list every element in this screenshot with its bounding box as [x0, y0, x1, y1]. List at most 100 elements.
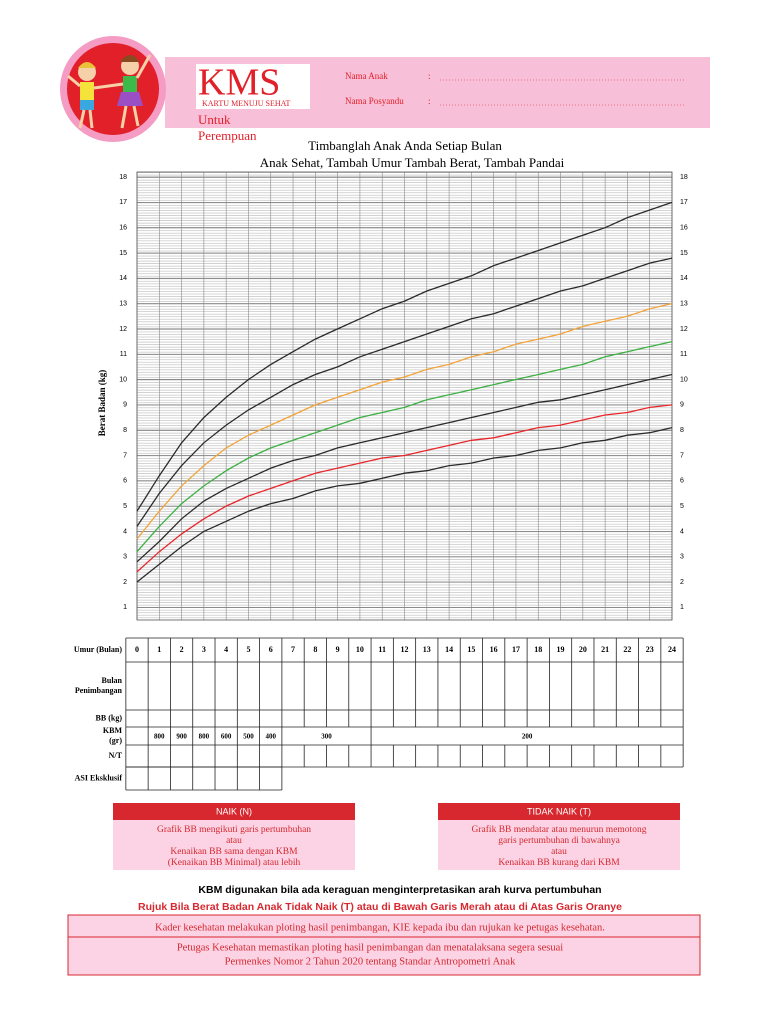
month-label: 2 [180, 645, 184, 654]
box-text: Grafik BB mendatar atau menurun memotong [472, 824, 647, 835]
y-tick-label: 10 [680, 376, 688, 383]
growth-curve [136, 257, 673, 527]
y-tick-label: 7 [123, 452, 127, 459]
y-tick-label: 1 [680, 604, 684, 611]
box-title: TIDAK NAIK (T) [527, 806, 591, 816]
month-label: 19 [557, 645, 565, 654]
y-tick-label: 14 [119, 275, 127, 282]
y-tick-label: 18 [680, 174, 688, 181]
audience: Untuk [198, 112, 231, 127]
row-label: (gr) [109, 736, 122, 745]
growth-curve [136, 201, 673, 512]
y-tick-label: 9 [680, 402, 684, 409]
notes-box [67, 914, 701, 976]
month-label: 21 [601, 645, 609, 654]
box-text: Kenaikan BB sama dengan KBM [170, 847, 298, 857]
y-tick-label: 1 [123, 604, 127, 611]
y-tick-label: 16 [680, 225, 688, 232]
kbm-value: 400 [266, 733, 277, 741]
kbm-value: 200 [522, 733, 533, 741]
row-label: Penimbangan [75, 686, 123, 695]
y-tick-label: 15 [680, 250, 688, 257]
kbm-value: 900 [176, 733, 187, 741]
y-tick-label: 13 [680, 300, 688, 307]
month-label: 16 [490, 645, 498, 654]
month-label: 12 [401, 645, 409, 654]
month-label: 17 [512, 645, 520, 654]
month-label: 22 [623, 645, 631, 654]
month-label: 24 [668, 645, 676, 654]
y-tick-label: 17 [680, 199, 688, 206]
cadre-note: Kader kesehatan melakukan ploting hasil … [155, 922, 605, 933]
y-tick-label: 9 [123, 402, 127, 409]
growth-curve [136, 340, 673, 553]
y-tick-label: 10 [119, 376, 127, 383]
kbm-value: 800 [199, 733, 210, 741]
logo-text: KMS [198, 62, 280, 104]
y-tick-label: 18 [119, 174, 127, 181]
y-tick-label: 14 [680, 275, 688, 282]
month-label: 0 [135, 645, 139, 654]
month-label: 18 [534, 645, 542, 654]
y-tick-label: 6 [680, 478, 684, 485]
kbm-note: KBM digunakan bila ada keraguan menginte… [198, 884, 601, 896]
y-tick-label: 7 [680, 452, 684, 459]
row-label: BB (kg) [96, 713, 123, 722]
officer-note: Permenkes Nomor 2 Tahun 2020 tentang Sta… [225, 956, 516, 967]
y-tick-label: 5 [123, 503, 127, 510]
y-tick-label: 4 [680, 528, 684, 535]
kbm-value: 300 [321, 733, 332, 741]
box-text: garis pertumbuhan di bawahnya [498, 836, 620, 846]
officer-note: Petugas Kesehatan memastikan ploting has… [177, 942, 563, 953]
growth-curve [136, 373, 673, 563]
naik-header [113, 803, 355, 820]
y-tick-label: 6 [123, 478, 127, 485]
field-label: Nama Posyandu [345, 96, 404, 106]
y-tick-label: 16 [119, 225, 127, 232]
kbm-value: 600 [221, 733, 232, 741]
row-label: ASI Eksklusif [75, 773, 123, 782]
y-tick-label: 4 [123, 528, 127, 535]
row-label: N/T [109, 751, 123, 760]
y-tick-label: 2 [680, 579, 684, 586]
month-label: 10 [356, 645, 364, 654]
chart-title: Anak Sehat, Tambah Umur Tambah Berat, Ta… [260, 155, 565, 170]
month-label: 13 [423, 645, 431, 654]
growth-curve [136, 426, 673, 583]
kbm-value: 500 [243, 733, 254, 741]
box-text: atau [226, 836, 242, 846]
month-label: 8 [313, 645, 317, 654]
month-label: 5 [246, 645, 250, 654]
month-label: 9 [336, 645, 340, 654]
growth-curve [136, 302, 673, 540]
field-separator: : [428, 71, 431, 81]
tidak-naik-header [438, 803, 680, 820]
month-label: 1 [157, 645, 161, 654]
y-tick-label: 13 [119, 300, 127, 307]
chart-title: Timbanglah Anak Anda Setiap Bulan [308, 138, 502, 153]
row-label: KBM [103, 726, 123, 735]
month-label: 3 [202, 645, 206, 654]
y-tick-label: 15 [119, 250, 127, 257]
y-tick-label: 11 [120, 351, 127, 358]
kbm-value: 800 [154, 733, 165, 741]
month-label: 15 [467, 645, 475, 654]
y-tick-label: 8 [680, 427, 684, 434]
month-label: 6 [269, 645, 273, 654]
y-tick-label: 17 [119, 199, 127, 206]
row-label: Umur (Bulan) [74, 645, 122, 654]
y-tick-label: 12 [119, 326, 127, 333]
field-label: Nama Anak [345, 71, 388, 81]
referral-note: Rujuk Bila Berat Badan Anak Tidak Naik (… [138, 901, 622, 913]
y-tick-label: 5 [680, 503, 684, 510]
box-title: NAIK (N) [216, 806, 252, 816]
logo-subtitle: KARTU MENUJU SEHAT [202, 99, 291, 108]
month-label: 23 [646, 645, 654, 654]
y-tick-label: 12 [680, 326, 688, 333]
y-tick-label: 11 [680, 351, 687, 358]
month-label: 11 [378, 645, 386, 654]
children-illustration [67, 54, 152, 129]
y-tick-label: 3 [123, 554, 127, 561]
